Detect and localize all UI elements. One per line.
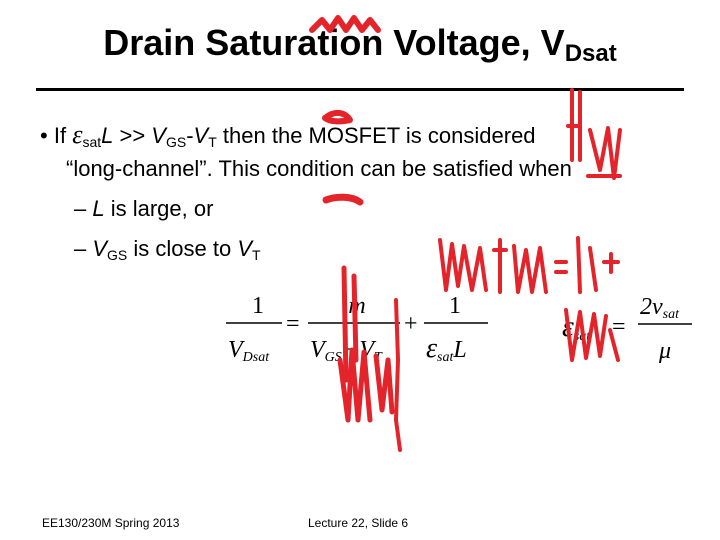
sub-bullet-1-rest: is large, or [104,196,214,221]
handwritten-mark-1 [566,88,582,162]
much-greater: >> [113,123,152,148]
eq1-term2-denominator: εsatL [426,333,467,365]
eq1-equals: = [286,311,300,337]
footer-slide-number: Lecture 22, Slide 6 [308,516,409,530]
gs-subscript-2: GS [107,247,128,263]
slide-title-subscript: Dsat [564,40,617,67]
sat-subscript: sat [82,134,102,150]
handwritten-mark-2 [586,126,622,180]
gs-subscript: GS [165,134,187,150]
bullet-line-2: “long-channel”. This condition can be sa… [66,156,572,181]
eq2-equals: = [612,314,626,340]
eq2-denominator: μ [658,338,671,364]
v-var-4: V [237,236,253,261]
v-var: V [151,123,166,148]
sub-bullet-dash: – [74,196,93,221]
bracket-mark-top [322,110,353,125]
eq1-term2-numerator: 1 [449,293,461,319]
eq1-lhs-denominator: VDsat [228,337,270,365]
t-subscript: T [208,134,217,150]
handwritten-equation-part-2 [512,236,620,294]
eq1-lhs-numerator: 1 [252,293,264,319]
v-var-3: V [92,236,108,261]
title-divider [36,88,684,91]
eq2-numerator: 2vsat [640,294,680,322]
v-var-2: V [193,123,209,148]
length-var-sub: L [92,196,105,221]
handwritten-line-vertical [394,298,402,452]
dash: - [186,123,194,148]
sub-bullet-2-text: is close to [127,236,238,261]
length-var: L [101,123,114,148]
handwritten-equation-part-1 [438,238,508,294]
sub-bullet-2: – VGS is close to VT [74,236,261,263]
sub-bullet-dash-2: – [74,236,93,261]
bullet-line-1-rest: then the MOSFET is considered [216,123,536,148]
t-subscript-2: T [252,247,261,263]
bullet-line-1: • If εsatL >> VGS-VT then the MOSFET is … [40,120,536,150]
tilde-squiggle-mark [309,15,381,33]
bullet-if: If [53,123,67,148]
footer-course: EE130/230M Spring 2013 [42,516,180,530]
epsilon-symbol: ε [72,120,83,149]
bullet-marker: • [40,123,48,148]
eq1-plus: + [404,311,418,337]
bracket-mark-bottom [322,193,364,206]
handwritten-mark-over-eq2 [564,308,620,362]
handwritten-scribble-vertical [337,265,395,423]
sub-bullet-1: – L is large, or [74,196,213,222]
